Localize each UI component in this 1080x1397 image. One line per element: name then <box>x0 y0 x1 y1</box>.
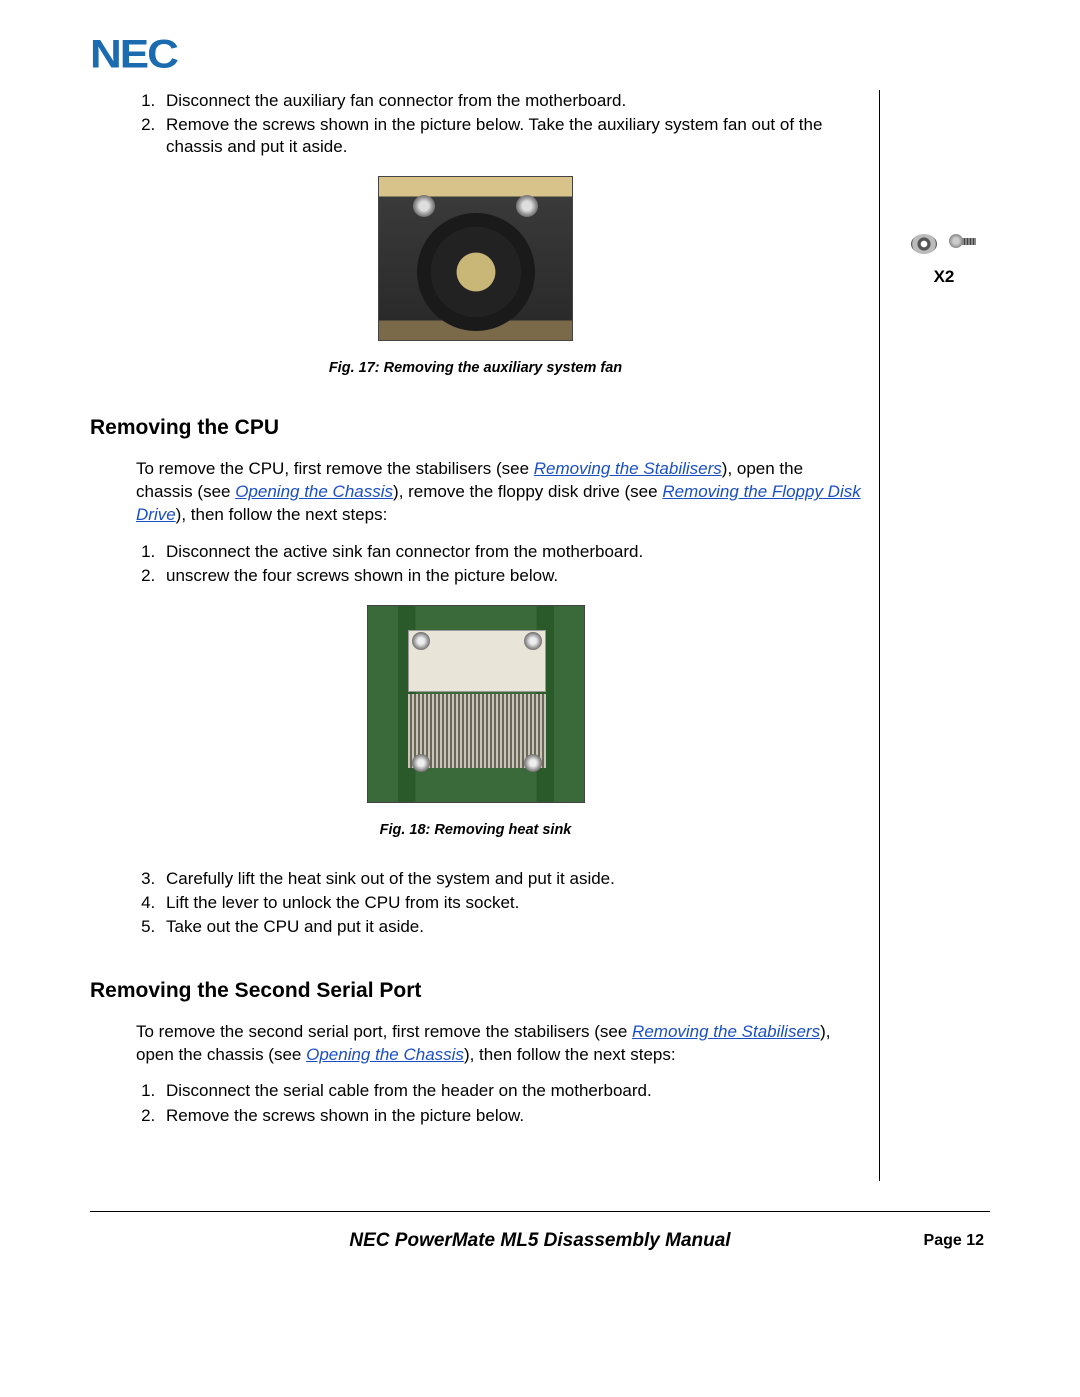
text: ), remove the floppy disk drive (see <box>393 482 662 501</box>
list-item: Remove the screws shown in the picture b… <box>160 1105 861 1127</box>
list-item: Carefully lift the heat sink out of the … <box>160 868 861 890</box>
cpu-steps-a: Disconnect the active sink fan connector… <box>90 541 861 587</box>
text: ), then follow the next steps: <box>176 505 388 524</box>
list-item: Disconnect the active sink fan connector… <box>160 541 861 563</box>
link-removing-stabilisers[interactable]: Removing the Stabilisers <box>534 459 722 478</box>
list-item: unscrew the four screws shown in the pic… <box>160 565 861 587</box>
list-item: Take out the CPU and put it aside. <box>160 916 861 938</box>
cpu-intro-paragraph: To remove the CPU, first remove the stab… <box>136 458 861 527</box>
main-column: Disconnect the auxiliary fan connector f… <box>90 90 880 1181</box>
figure-18-caption: Fig. 18: Removing heat sink <box>90 822 861 838</box>
side-column: X2 <box>880 90 990 1181</box>
list-item: Disconnect the auxiliary fan connector f… <box>160 90 861 112</box>
screw-count-label: X2 <box>898 267 990 287</box>
list-item: Disconnect the serial cable from the hea… <box>160 1080 861 1102</box>
text: To remove the CPU, first remove the stab… <box>136 459 534 478</box>
footer-title: NEC PowerMate ML5 Disassembly Manual <box>216 1230 864 1252</box>
figure-17 <box>90 176 861 346</box>
washer-icon <box>909 232 939 256</box>
link-opening-chassis[interactable]: Opening the Chassis <box>306 1045 464 1064</box>
aux-fan-image <box>378 176 573 341</box>
text: ), then follow the next steps: <box>464 1045 676 1064</box>
screw-icon <box>949 230 979 256</box>
serial-steps: Disconnect the serial cable from the hea… <box>90 1080 861 1126</box>
section-heading-cpu: Removing the CPU <box>90 416 861 440</box>
heatsink-image <box>367 605 585 803</box>
section-heading-serial: Removing the Second Serial Port <box>90 979 861 1003</box>
document-page: NEC Disconnect the auxiliary fan connect… <box>0 0 1080 1397</box>
brand-logo: NEC <box>90 33 990 78</box>
text: To remove the second serial port, first … <box>136 1022 632 1041</box>
list-item: Remove the screws shown in the picture b… <box>160 114 861 158</box>
footer-page-number: Page 12 <box>864 1232 984 1250</box>
page-footer: NEC PowerMate ML5 Disassembly Manual Pag… <box>90 1212 990 1252</box>
cpu-steps-b: Carefully lift the heat sink out of the … <box>90 868 861 938</box>
serial-intro-paragraph: To remove the second serial port, first … <box>136 1021 861 1067</box>
list-item: Lift the lever to unlock the CPU from it… <box>160 892 861 914</box>
screw-icon-group <box>898 230 990 261</box>
figure-18 <box>90 605 861 808</box>
aux-fan-steps: Disconnect the auxiliary fan connector f… <box>90 90 861 158</box>
link-removing-stabilisers[interactable]: Removing the Stabilisers <box>632 1022 820 1041</box>
content-row: Disconnect the auxiliary fan connector f… <box>90 90 990 1181</box>
link-opening-chassis[interactable]: Opening the Chassis <box>235 482 393 501</box>
figure-17-caption: Fig. 17: Removing the auxiliary system f… <box>90 360 861 376</box>
